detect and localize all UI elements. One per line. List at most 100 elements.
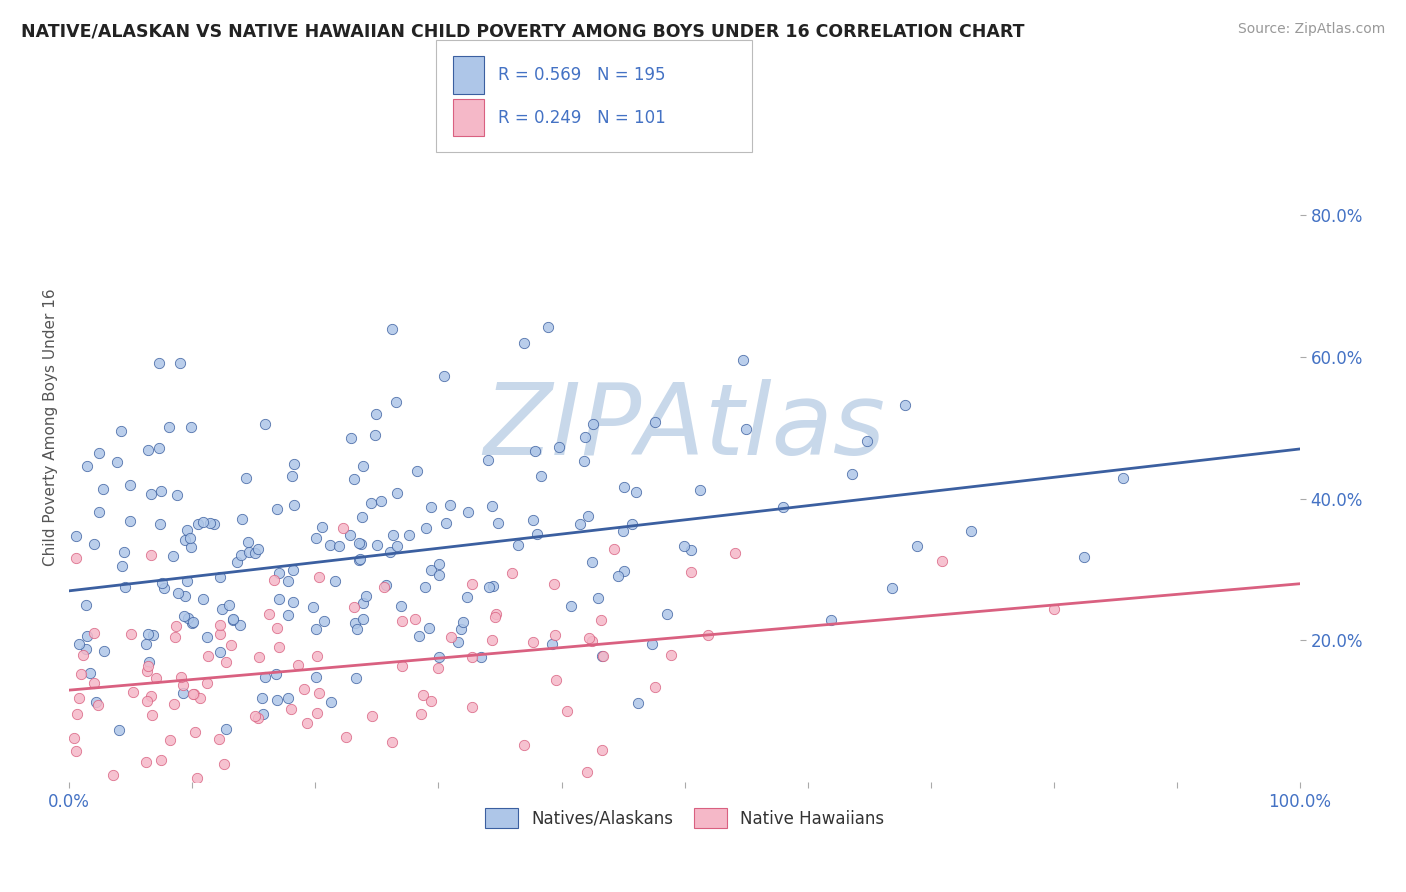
Point bbox=[931, 554, 953, 568]
Point bbox=[139, 548, 162, 562]
Point bbox=[311, 520, 333, 534]
Point bbox=[855, 434, 877, 448]
Point bbox=[524, 443, 547, 458]
Point bbox=[221, 612, 243, 626]
Point bbox=[174, 589, 197, 603]
Point bbox=[65, 793, 87, 807]
Point bbox=[162, 697, 184, 711]
Point bbox=[266, 622, 288, 636]
Point bbox=[211, 602, 233, 616]
Point bbox=[481, 632, 503, 647]
Point bbox=[537, 319, 560, 334]
Point bbox=[263, 574, 285, 588]
Point bbox=[305, 622, 328, 636]
Point bbox=[321, 695, 343, 709]
Point bbox=[574, 430, 596, 444]
Point bbox=[283, 498, 305, 512]
Point bbox=[427, 650, 450, 665]
Point bbox=[280, 469, 302, 483]
Point bbox=[110, 424, 132, 438]
Point bbox=[418, 621, 440, 635]
Point bbox=[91, 482, 114, 496]
Point bbox=[87, 698, 110, 713]
Point bbox=[591, 742, 613, 756]
Point bbox=[159, 732, 181, 747]
Point bbox=[165, 630, 187, 644]
Point bbox=[366, 538, 388, 552]
Point bbox=[882, 581, 904, 595]
Point bbox=[328, 539, 350, 553]
Point bbox=[413, 580, 436, 594]
Point bbox=[114, 580, 136, 594]
Point bbox=[198, 516, 221, 530]
Point bbox=[218, 599, 240, 613]
Point bbox=[174, 533, 197, 547]
Point bbox=[433, 369, 456, 384]
Point bbox=[350, 537, 373, 551]
Point bbox=[250, 690, 273, 705]
Point bbox=[339, 528, 361, 542]
Point bbox=[347, 536, 370, 550]
Point bbox=[427, 661, 450, 675]
Point bbox=[277, 691, 299, 706]
Point bbox=[208, 645, 231, 659]
Point bbox=[613, 480, 636, 494]
Point bbox=[120, 627, 142, 641]
Point bbox=[560, 599, 582, 613]
Point bbox=[592, 648, 614, 663]
Point bbox=[139, 689, 162, 703]
Point bbox=[183, 724, 205, 739]
Point bbox=[344, 616, 367, 631]
Point bbox=[176, 574, 198, 588]
Point bbox=[308, 570, 330, 584]
Point bbox=[307, 648, 329, 663]
Point bbox=[439, 498, 461, 512]
Point bbox=[142, 627, 165, 641]
Point bbox=[247, 711, 270, 725]
Point bbox=[589, 613, 612, 627]
Point bbox=[193, 592, 215, 607]
Point bbox=[381, 322, 404, 336]
Point bbox=[352, 596, 374, 610]
Point bbox=[166, 586, 188, 600]
Point bbox=[591, 648, 613, 663]
Point bbox=[352, 459, 374, 474]
Point bbox=[513, 335, 536, 350]
Point bbox=[231, 512, 253, 526]
Point bbox=[820, 614, 842, 628]
Point bbox=[209, 569, 232, 583]
Point bbox=[305, 706, 328, 720]
Point bbox=[581, 634, 603, 648]
Point bbox=[136, 627, 159, 641]
Point bbox=[546, 673, 568, 688]
Point bbox=[180, 540, 202, 554]
Point bbox=[280, 702, 302, 716]
Point bbox=[352, 509, 374, 524]
Point bbox=[65, 529, 87, 543]
Point bbox=[65, 551, 87, 566]
Point bbox=[578, 631, 600, 645]
Point bbox=[312, 615, 335, 629]
Point bbox=[253, 417, 276, 431]
Point bbox=[364, 407, 387, 421]
Point bbox=[420, 694, 443, 708]
Point bbox=[544, 628, 567, 642]
Point bbox=[229, 549, 252, 563]
Point bbox=[228, 618, 250, 632]
Point bbox=[339, 432, 361, 446]
Point bbox=[415, 521, 437, 535]
Point bbox=[97, 811, 120, 825]
Point bbox=[508, 538, 530, 552]
Point bbox=[375, 578, 398, 592]
Point bbox=[283, 457, 305, 471]
Point bbox=[264, 666, 287, 681]
Point bbox=[93, 644, 115, 658]
Legend: Natives/Alaskans, Native Hawaiians: Natives/Alaskans, Native Hawaiians bbox=[478, 802, 891, 834]
Point bbox=[412, 688, 434, 702]
Point bbox=[172, 678, 194, 692]
Point bbox=[572, 453, 595, 467]
Point bbox=[582, 417, 605, 431]
Y-axis label: Child Poverty Among Boys Under 16: Child Poverty Among Boys Under 16 bbox=[44, 289, 58, 566]
Point bbox=[644, 415, 666, 429]
Point bbox=[84, 695, 107, 709]
